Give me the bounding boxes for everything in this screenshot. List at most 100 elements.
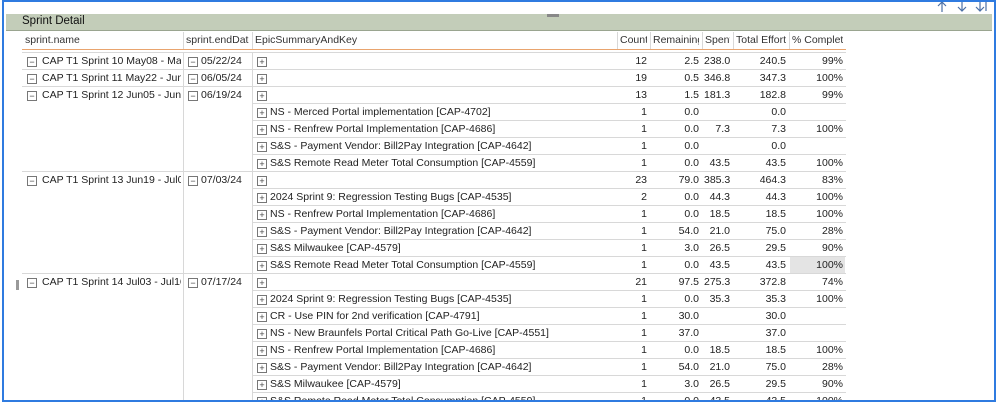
count: 1 — [641, 140, 647, 152]
total-effort: 44.3 — [765, 191, 786, 203]
row-divider — [252, 137, 846, 138]
expand-button[interactable]: + — [257, 295, 267, 305]
pct-complete: 100% — [816, 123, 843, 135]
collapse-button[interactable]: − — [27, 176, 37, 186]
count: 1 — [641, 310, 647, 322]
expand-button[interactable]: + — [257, 125, 267, 135]
epic: S&S Milwaukee [CAP-4579] — [270, 242, 401, 254]
expand-button[interactable]: + — [257, 244, 267, 254]
column-header[interactable]: Spent — [705, 34, 730, 46]
spent: 26.5 — [709, 242, 730, 254]
column-header[interactable]: Total Effort — [736, 34, 786, 46]
sprint-name: CAP T1 Sprint 11 May22 - Jun04 — [42, 72, 181, 84]
pct-complete: 100% — [816, 293, 843, 305]
column-divider — [252, 69, 253, 86]
spent: 43.5 — [709, 395, 730, 402]
expand-button[interactable]: + — [257, 176, 267, 186]
remaining: 0.0 — [684, 293, 699, 305]
epic: S&S Remote Read Meter Total Consumption … — [270, 259, 536, 271]
expand-button[interactable]: + — [257, 193, 267, 203]
remaining: 30.0 — [678, 310, 699, 322]
epic: 2024 Sprint 9: Regression Testing Bugs [… — [270, 293, 512, 305]
column-divider — [252, 32, 253, 49]
expand-button[interactable]: + — [257, 91, 267, 101]
count: 1 — [641, 327, 647, 339]
expand-button[interactable]: + — [257, 142, 267, 152]
total-effort: 18.5 — [765, 208, 786, 220]
spent: 43.5 — [709, 259, 730, 271]
count: 1 — [641, 378, 647, 390]
pct-complete: 100% — [816, 72, 843, 84]
epic: NS - Renfrew Portal Implementation [CAP-… — [270, 123, 496, 135]
expand-button[interactable]: + — [257, 278, 267, 288]
epic: S&S Remote Read Meter Total Consumption … — [270, 157, 536, 169]
epic: S&S - Payment Vendor: Bill2Pay Integrati… — [270, 361, 532, 373]
remaining: 0.0 — [684, 395, 699, 402]
visual-title: Sprint Detail — [22, 15, 85, 27]
pct-complete: 74% — [821, 276, 843, 288]
column-divider — [183, 32, 184, 49]
count: 1 — [641, 123, 647, 135]
collapse-button[interactable]: − — [27, 91, 37, 101]
collapse-button[interactable]: − — [27, 278, 37, 288]
spent: 181.3 — [704, 89, 730, 101]
expand-button[interactable]: + — [257, 261, 267, 271]
expand-button[interactable]: + — [257, 397, 267, 400]
sort-icons[interactable] — [934, 0, 994, 13]
column-header[interactable]: EpicSummaryAndKey — [255, 34, 358, 46]
remaining: 37.0 — [678, 327, 699, 339]
pct-complete: 100% — [816, 395, 843, 402]
row-divider — [252, 341, 846, 342]
collapse-button[interactable]: − — [188, 57, 198, 67]
column-header[interactable]: Count — [620, 34, 647, 46]
scroll-handle[interactable] — [16, 280, 19, 290]
total-effort: 43.5 — [765, 259, 786, 271]
expand-button[interactable]: + — [257, 380, 267, 390]
expand-button[interactable]: + — [257, 57, 267, 67]
spent: 7.3 — [715, 123, 730, 135]
column-divider — [252, 171, 253, 273]
spent: 26.5 — [709, 378, 730, 390]
drag-grip[interactable] — [547, 14, 559, 17]
remaining: 2.5 — [684, 55, 699, 67]
row-divider — [252, 358, 846, 359]
expand-button[interactable]: + — [257, 159, 267, 169]
end-date: 07/17/24 — [201, 276, 242, 288]
expand-button[interactable]: + — [257, 74, 267, 84]
group-divider — [22, 86, 846, 87]
column-header[interactable]: sprint.endDate — [186, 34, 249, 46]
collapse-button[interactable]: − — [188, 176, 198, 186]
collapse-button[interactable]: − — [188, 91, 198, 101]
epic: S&S Milwaukee [CAP-4579] — [270, 378, 401, 390]
expand-button[interactable]: + — [257, 363, 267, 373]
column-header[interactable]: % Complete — [792, 34, 843, 46]
column-divider — [183, 171, 184, 273]
remaining: 0.0 — [684, 140, 699, 152]
spent: 385.3 — [704, 174, 730, 186]
expand-button[interactable]: + — [257, 108, 267, 118]
total-effort: 75.0 — [765, 225, 786, 237]
count: 1 — [641, 293, 647, 305]
row-divider — [252, 256, 846, 257]
collapse-button[interactable]: − — [188, 74, 198, 84]
column-header[interactable]: sprint.name — [25, 34, 80, 46]
expand-button[interactable]: + — [257, 346, 267, 356]
collapse-button[interactable]: − — [188, 278, 198, 288]
expand-button[interactable]: + — [257, 210, 267, 220]
expand-button[interactable]: + — [257, 312, 267, 322]
row-divider — [252, 375, 846, 376]
row-divider — [252, 290, 846, 291]
total-effort: 18.5 — [765, 344, 786, 356]
column-header[interactable]: Remaining — [653, 34, 699, 46]
group-divider — [22, 273, 846, 274]
collapse-button[interactable]: − — [27, 57, 37, 67]
expand-button[interactable]: + — [257, 227, 267, 237]
end-date: 06/05/24 — [201, 72, 242, 84]
collapse-button[interactable]: − — [27, 74, 37, 84]
count: 1 — [641, 157, 647, 169]
count: 1 — [641, 344, 647, 356]
total-effort: 75.0 — [765, 361, 786, 373]
pct-complete: 100% — [790, 257, 845, 274]
expand-button[interactable]: + — [257, 329, 267, 339]
